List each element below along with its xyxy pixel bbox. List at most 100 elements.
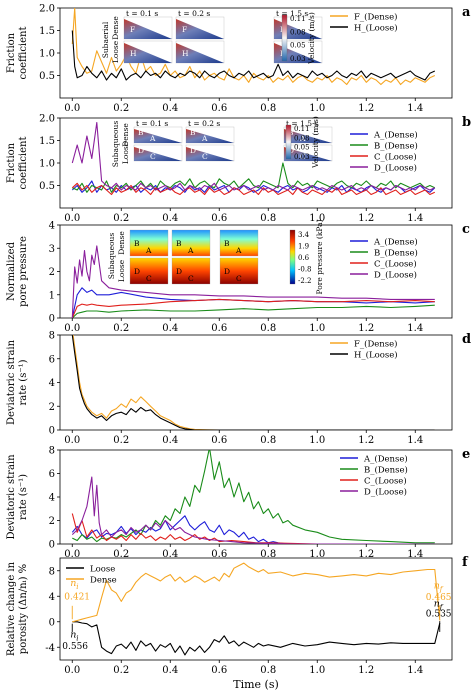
x-tick-label: 1.4: [407, 213, 423, 224]
y-tick-label: 4: [49, 592, 55, 603]
x-tick-label: 0.4: [162, 323, 178, 334]
x-tick-label: 1.4: [407, 435, 423, 446]
y-tick-label: 6: [49, 469, 55, 480]
inset-slide-field: [284, 147, 332, 161]
legend-label: A_(Dense): [363, 454, 408, 465]
legend-label: F_(Dense): [354, 12, 398, 23]
inset-pressure-field: [171, 229, 211, 257]
axes-frame: [59, 557, 453, 661]
inset-row-label: Loose: [111, 40, 120, 63]
y-tick-label: 4: [49, 221, 55, 232]
series-group: [71, 335, 435, 430]
x-axis-title: Time (s): [233, 678, 279, 691]
legend-label: B_(Dense): [374, 141, 418, 152]
y-axis-label: Deviatoric strain: [6, 339, 17, 425]
x-tick-label: 0.0: [64, 549, 80, 560]
inset-slide-field: [176, 19, 224, 39]
legend-label: F_(Dense): [354, 339, 398, 350]
x-tick-label: 1.2: [358, 103, 374, 114]
y-axis-label: coefficient: [18, 26, 29, 79]
inset-time-label: t = 1.5 s: [286, 119, 318, 128]
y-tick-label: 0.5: [39, 181, 55, 192]
y-axis-label: Deviatoric strain: [6, 454, 17, 540]
panels-layer: 0.5 1.0 1.5 2.0 0.0 0.2 0.4 0.6 0.8 1.0 1.2 1.4 Fric…: [6, 4, 471, 677]
x-tick-label: 0.2: [113, 213, 129, 224]
inset-time-label: t = 0.1 s: [126, 9, 158, 18]
legend-label: D_(Loose): [374, 163, 417, 174]
inset-row-label: Loose: [117, 259, 126, 282]
x-tick-label: 1.4: [407, 549, 423, 560]
series-line-C_(Loose): [71, 182, 436, 196]
y-tick-label: 1.5: [39, 136, 55, 147]
inset-point-label: D: [176, 267, 182, 276]
annotation-nf-loose-sub: f: [439, 603, 444, 611]
inset-point-label: A: [235, 246, 242, 255]
annotation-loose-final: 0.535: [426, 610, 452, 620]
panel-letter: f: [462, 555, 469, 570]
inset-point-label: C: [300, 152, 306, 161]
annotation-dense-final: 0.465: [426, 593, 452, 603]
inset-point-label: H: [130, 49, 137, 58]
series-line-B_(Dense): [71, 304, 435, 318]
legend-label: A_(Dense): [373, 130, 418, 141]
y-tick-label: 8: [49, 566, 55, 577]
inset-point-label: A: [149, 134, 156, 143]
inset-row-label: Subaerial: [101, 21, 110, 58]
inset-a: t = 0.1 st = 0.2 st = 1.5 sFFFHHHSubaeri…: [101, 9, 323, 65]
x-tick-label: 0.6: [211, 323, 227, 334]
inset-slide-field: [284, 129, 332, 143]
x-tick-label: 1.2: [358, 665, 374, 676]
inset-point-label: B: [134, 239, 140, 248]
x-tick-label: 1.4: [407, 665, 423, 676]
inset-row-label: Dense: [111, 16, 120, 40]
legend: A_(Dense)B_(Dense)C_(Loose)D_(Loose): [350, 130, 418, 174]
x-tick-label: 0.8: [260, 435, 276, 446]
annotation-nf-loose: n: [434, 598, 440, 609]
x-tick-label: 0.0: [64, 213, 80, 224]
panel-letter: c: [462, 222, 470, 237]
legend-label: B_(Dense): [374, 248, 418, 259]
legend: A_(Dense)B_(Dense)C_(Loose)D_(Loose): [350, 237, 418, 281]
inset-time-label: t = 1.5 s: [276, 9, 308, 18]
inset-point-label: A: [187, 246, 194, 255]
inset-point-label: A: [145, 246, 152, 255]
y-tick-label: 4: [49, 493, 55, 504]
y-axis-label: porosity (Δn/nᵢ) %: [18, 564, 29, 654]
panel-f: -4 0 4 8 0.0 0.2 0.4 0.6 0.8 1.0 1.2 1.4 Relative ch…: [6, 555, 469, 676]
annotation-ni-loose-sub: i: [76, 635, 78, 643]
annotation-nf-dense-sub: f: [439, 586, 444, 594]
panel-letter: d: [462, 332, 471, 347]
series-line-F_(Dense): [72, 335, 435, 430]
series-line-B_(Dense): [72, 450, 435, 544]
colorbar-label: Pore pressure (kPa): [315, 219, 324, 294]
x-tick-label: 1.2: [358, 549, 374, 560]
series-group: [71, 245, 435, 318]
annotation-ni-dense: n: [70, 578, 76, 589]
inset-pressure-field: [129, 229, 169, 257]
y-axis-label: rate (s⁻¹): [18, 474, 29, 520]
y-tick-label: 1: [49, 290, 55, 301]
y-axis-label: pore pressure: [18, 236, 29, 307]
colorbar-tick-label: -2.2: [298, 277, 312, 285]
y-tick-label: 4: [49, 378, 55, 389]
series-line-Loose: [72, 621, 441, 656]
legend-label: C_(Loose): [374, 259, 417, 270]
y-tick-label: 2: [49, 402, 55, 413]
colorbar: [289, 229, 296, 285]
colorbar-tick-label: 0.6: [298, 254, 310, 262]
series-line-H_(Loose): [71, 30, 436, 81]
inset-point-label: B: [190, 128, 196, 137]
y-axis-label: coefficient: [18, 136, 29, 189]
inset-row-label: Dense: [121, 123, 130, 147]
x-tick-label: 0.4: [162, 665, 178, 676]
legend-label: A_(Dense): [373, 237, 418, 248]
panel-b: 0.5 1.0 1.5 2.0 0.0 0.2 0.4 0.6 0.8 1.0 1.2 1.4 Fric…: [6, 114, 471, 225]
colorbar: [281, 14, 288, 62]
colorbar-tick-label: 0.08: [290, 28, 306, 36]
inset-c: t = 0.1 st = 0.2 st = 1.5 sBABABADCDCDCS…: [107, 219, 324, 294]
x-tick-label: 0.6: [211, 103, 227, 114]
x-tick-label: 1.0: [309, 213, 325, 224]
inset-row-label: Subaqueous: [107, 233, 116, 280]
inset-b: t = 0.1 st = 0.2 st = 1.5 sBABABADCDCDCS…: [111, 116, 333, 169]
